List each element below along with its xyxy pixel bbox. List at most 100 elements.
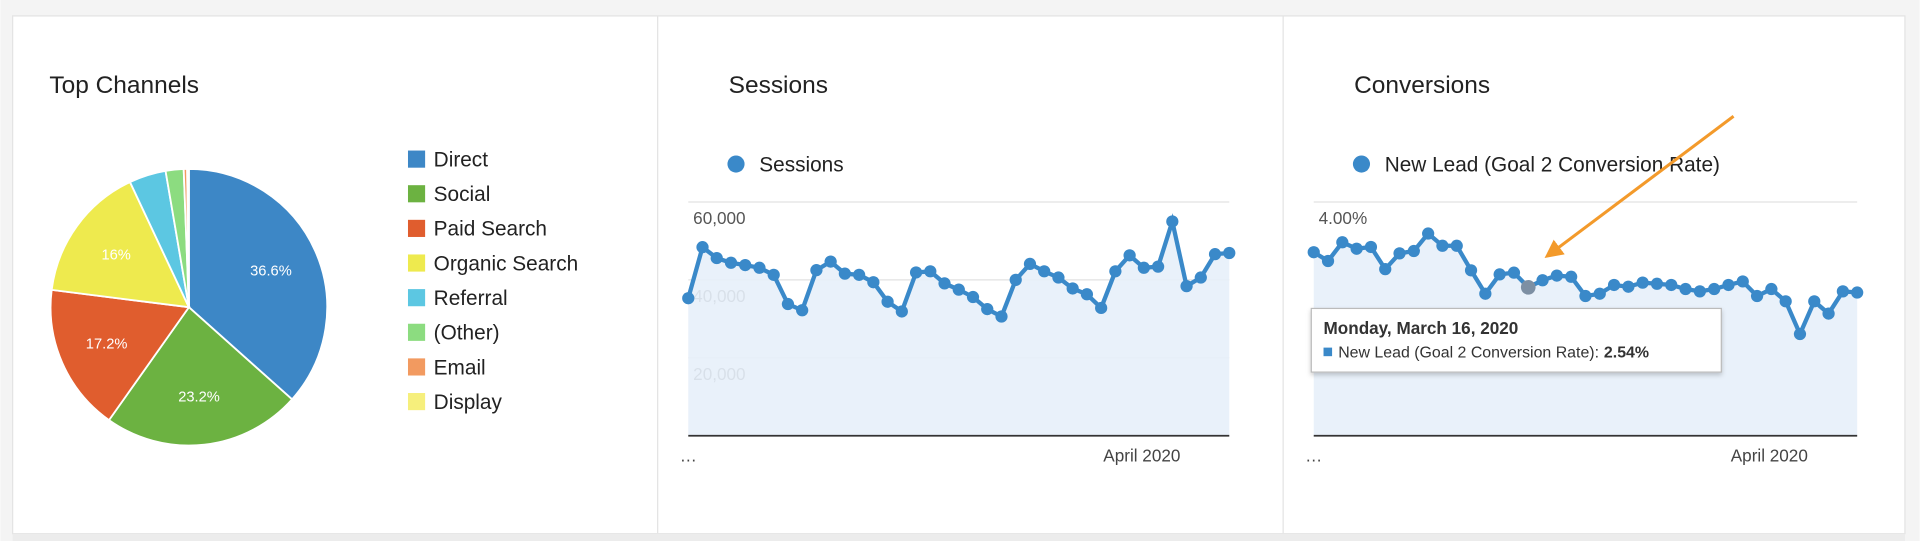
point: [1665, 278, 1678, 292]
point: [1607, 278, 1621, 292]
point: [1565, 270, 1578, 283]
point: [1722, 278, 1735, 292]
tooltip-label: New Lead (Goal 2 Conversion Rate):: [1338, 344, 1599, 361]
legend-swatch: [407, 150, 426, 168]
legend-label: Display: [434, 391, 503, 414]
point: [1364, 240, 1378, 254]
point: [1321, 254, 1335, 268]
pie-slice: [50, 180, 191, 309]
point: [1836, 285, 1849, 298]
point: [1520, 279, 1536, 295]
point: [1793, 327, 1807, 341]
pie-slice: [49, 288, 191, 422]
point: [1550, 269, 1563, 282]
y-tick-label: 4.00%: [1319, 208, 1368, 228]
point: [1009, 273, 1022, 287]
point: [810, 264, 823, 277]
tooltip-text: New Lead (Goal 2 Conversion Rate): 2.54%: [1338, 344, 1649, 361]
point: [909, 266, 923, 279]
point: [1223, 246, 1236, 260]
point: [1507, 266, 1521, 279]
point: [824, 255, 837, 268]
legend-label: Organic Search: [434, 252, 578, 275]
point: [1436, 239, 1449, 252]
legend-label: Social: [434, 183, 491, 206]
point: [1307, 246, 1320, 259]
point: [938, 277, 951, 290]
point: [682, 292, 695, 305]
point: [1095, 301, 1108, 315]
slice-label: 17.2%: [86, 336, 128, 352]
point: [1450, 239, 1463, 252]
tooltip-swatch: [1323, 347, 1333, 357]
point: [1038, 265, 1051, 278]
point: [1822, 307, 1835, 320]
point: [1736, 275, 1749, 288]
point: [710, 251, 723, 265]
point: [796, 304, 809, 317]
point: [1166, 215, 1179, 228]
point: [838, 267, 852, 280]
legend-label: Paid Search: [434, 218, 547, 241]
point: [1593, 287, 1606, 300]
x-tick-label: April 2020: [1103, 445, 1180, 465]
point: [1693, 285, 1706, 298]
point: [881, 295, 894, 308]
x-tick-label: …: [680, 445, 697, 465]
point: [1123, 249, 1136, 262]
point: [724, 256, 738, 269]
tooltip-box: [1310, 307, 1722, 373]
point: [895, 305, 908, 318]
point: [1109, 265, 1122, 278]
area: [688, 221, 1230, 436]
point: [995, 310, 1008, 323]
pie-slice: [107, 305, 294, 447]
point: [924, 265, 937, 278]
legend-swatch: [407, 185, 426, 203]
point: [966, 290, 980, 304]
footer-strip: [12, 533, 1905, 541]
point: [1137, 261, 1150, 274]
panel: [12, 15, 1906, 535]
point: [1622, 280, 1635, 293]
point: [1493, 268, 1506, 281]
point: [1066, 282, 1079, 295]
point: [1479, 287, 1492, 300]
legend-swatch: [407, 358, 426, 376]
point: [767, 268, 780, 281]
slice-label: 16%: [101, 247, 130, 263]
tooltip-title: Monday, March 16, 2020: [1324, 318, 1519, 338]
pie-slice: [186, 167, 190, 308]
point: [1407, 244, 1420, 258]
x-tick-label: April 2020: [1731, 445, 1808, 465]
charts: 36.6% 23.2% 17.2% 16% Direct Social Paid Searc…: [49, 148, 1864, 465]
tooltip-value: 2.54%: [1604, 344, 1649, 361]
point: [1194, 271, 1207, 284]
legend-swatch: [407, 323, 426, 341]
legend-label: Direct: [434, 148, 489, 171]
point: [1750, 289, 1764, 303]
point: [1052, 271, 1065, 284]
point: [1779, 295, 1792, 308]
point: [1422, 227, 1435, 240]
point: [1336, 236, 1349, 249]
point: [1180, 279, 1193, 293]
point: [1080, 288, 1094, 301]
point: [1808, 295, 1821, 308]
legend-marker: [727, 155, 745, 173]
legend-label: New Lead (Goal 2 Conversion Rate): [1385, 153, 1720, 176]
point: [739, 258, 752, 272]
point: [1379, 263, 1392, 276]
point: [1464, 264, 1478, 277]
x-tick-label: …: [1305, 445, 1322, 465]
slice-label: 23.2%: [178, 389, 220, 405]
legend-swatch: [407, 219, 426, 237]
point: [1650, 277, 1664, 290]
point: [1679, 282, 1692, 296]
point: [1023, 257, 1037, 271]
tooltip: Monday, March 16, 2020 New Lead (Goal 2 C…: [1310, 307, 1722, 373]
legend-swatch: [407, 393, 426, 411]
legend-swatch: [407, 289, 426, 307]
point: [1579, 289, 1592, 303]
